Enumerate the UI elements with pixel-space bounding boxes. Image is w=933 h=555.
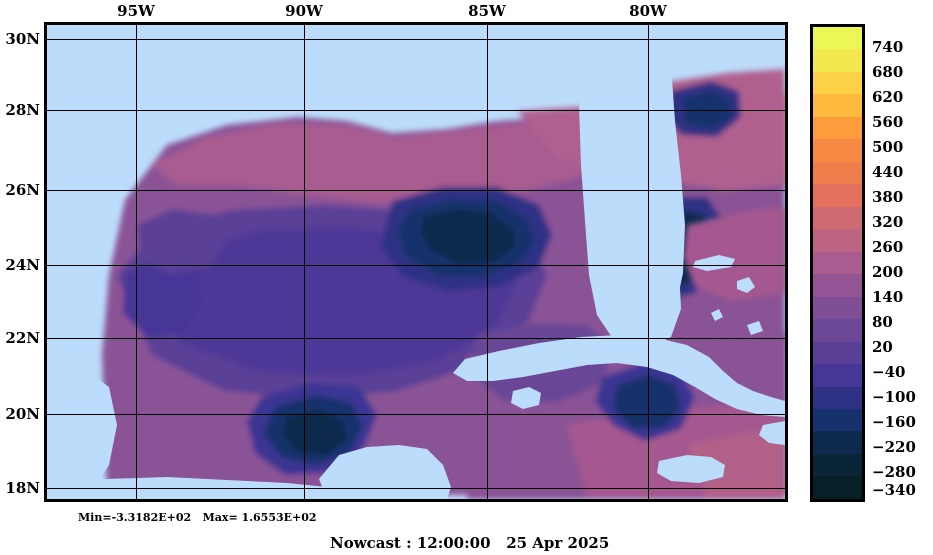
colorbar-band-10	[813, 251, 862, 275]
colorbar-band-16	[813, 386, 862, 409]
colorbar-tick-labels: 740 680 620 560 500 440 380 320 260 200 140 80 20 −40…	[872, 24, 932, 502]
colorbar-tick-15: −160	[872, 413, 916, 431]
colorbar-band-6	[813, 161, 862, 185]
lat-tick-label-28n: 28N	[5, 101, 40, 119]
colorbar-tick-5: 440	[872, 163, 904, 181]
colorbar-band-20	[813, 476, 862, 499]
colorbar-band-5	[813, 139, 862, 162]
lat-tick-label-18n: 18N	[5, 479, 40, 497]
contour-field	[47, 25, 785, 499]
colorbar-tick-11: 80	[872, 313, 893, 331]
colorbar-tick-17: −280	[872, 463, 916, 481]
lat-tick-label-30n: 30N	[5, 30, 40, 48]
colorbar-band-12	[813, 296, 862, 320]
minmax-statistics: Min=-3.3182E+02 Max= 1.6553E+02	[78, 511, 317, 524]
colorbar-band-8	[813, 206, 862, 230]
colorbar-tick-6: 380	[872, 188, 904, 206]
colorbar-tick-3: 560	[872, 113, 904, 131]
lat-tick-label-24n: 24N	[5, 256, 40, 274]
colorbar-band-3	[813, 94, 862, 117]
colorbar-band-15	[813, 364, 862, 387]
colorbar[interactable]	[810, 24, 865, 502]
map-panel[interactable]	[44, 22, 788, 502]
colorbar-gradient	[813, 27, 862, 499]
colorbar-band-9	[813, 229, 862, 252]
colorbar-tick-9: 200	[872, 263, 904, 281]
lat-tick-label-26n: 26N	[5, 181, 40, 199]
map-raster	[47, 25, 785, 499]
colorbar-band-13	[813, 319, 862, 342]
colorbar-band-4	[813, 116, 862, 140]
colorbar-tick-18: −340	[872, 481, 916, 499]
colorbar-band-18	[813, 431, 862, 454]
colorbar-tick-0: 740	[872, 38, 904, 56]
colorbar-tick-14: −100	[872, 388, 916, 406]
colorbar-tick-4: 500	[872, 138, 904, 156]
lat-tick-label-20n: 20N	[5, 405, 40, 423]
colorbar-tick-13: −40	[872, 363, 906, 381]
colorbar-band-2	[813, 71, 862, 95]
colorbar-tick-10: 140	[872, 288, 904, 306]
lat-tick-label-22n: 22N	[5, 329, 40, 347]
colorbar-band-19	[813, 453, 862, 477]
colorbar-tick-7: 320	[872, 213, 904, 231]
colorbar-band-7	[813, 184, 862, 207]
colorbar-tick-1: 680	[872, 63, 904, 81]
colorbar-band-0	[813, 27, 862, 50]
colorbar-tick-16: −220	[872, 438, 916, 456]
lon-tick-label-85w: 85W	[468, 2, 506, 20]
colorbar-band-1	[813, 49, 862, 72]
colorbar-band-14	[813, 341, 862, 365]
lon-tick-label-80w: 80W	[629, 2, 667, 20]
nowcast-timestamp: Nowcast : 12:00:00 25 Apr 2025	[330, 534, 610, 552]
colorbar-band-17	[813, 408, 862, 432]
colorbar-tick-8: 260	[872, 238, 904, 256]
lon-tick-label-90w: 90W	[285, 2, 323, 20]
colorbar-tick-12: 20	[872, 338, 893, 356]
lon-tick-label-95w: 95W	[117, 2, 155, 20]
colorbar-tick-2: 620	[872, 88, 904, 106]
colorbar-band-11	[813, 274, 862, 297]
